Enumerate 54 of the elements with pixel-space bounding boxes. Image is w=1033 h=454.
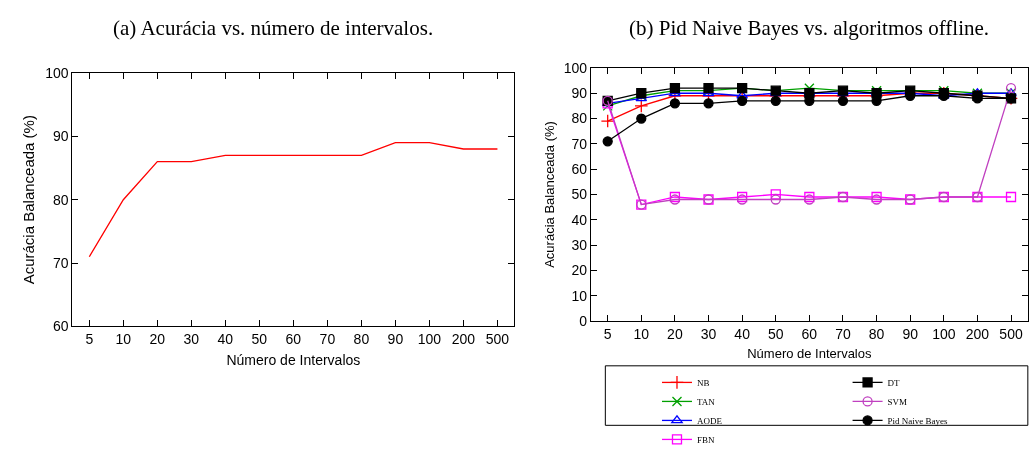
x-tick-label: 200	[965, 325, 990, 342]
x-tick-label: 5	[85, 331, 94, 348]
x-tick-label: 100	[417, 331, 442, 348]
y-tick-label: 100	[563, 59, 588, 76]
x-tick-label: 500	[485, 331, 510, 348]
chart-title: (a) Acurácia vs. número de intervalos.	[113, 16, 434, 40]
y-tick-label: 90	[52, 128, 69, 145]
y-tick-label: 20	[571, 262, 588, 279]
x-tick-label: 20	[667, 325, 683, 342]
x-tick-label: 30	[700, 325, 717, 342]
legend-label: DT	[887, 377, 901, 388]
legend-label: TAN	[696, 396, 716, 407]
x-tick-label: 100	[932, 325, 956, 342]
legend-label: NB	[696, 377, 710, 388]
x-tick-label: 10	[115, 331, 132, 348]
x-tick-label: 80	[353, 331, 370, 348]
legend-label: SVM	[887, 396, 908, 407]
x-tick-label: 60	[285, 331, 302, 348]
y-axis-title: Acurácia Balanceada (%)	[20, 115, 38, 285]
y-tick-label: 50	[571, 186, 588, 203]
x-tick-label: 40	[734, 325, 751, 342]
x-tick-label: 60	[801, 325, 818, 342]
x-tick-label: 70	[835, 325, 851, 342]
x-tick-label: 90	[902, 325, 919, 342]
x-tick-label: 500	[999, 325, 1023, 342]
y-tick-label: 40	[571, 211, 588, 228]
y-tick-label: 90	[571, 85, 588, 102]
y-axis-title: Acurácia Balanceada (%)	[541, 121, 557, 268]
x-tick-label: 10	[633, 325, 650, 342]
x-tick-label: 20	[149, 331, 166, 348]
y-tick-label: 80	[52, 191, 69, 208]
x-tick-label: 5	[603, 325, 612, 342]
x-axis-title: Número de Intervalos	[226, 351, 361, 368]
y-tick-label: 10	[571, 287, 588, 304]
x-axis-title: Número de Intervalos	[747, 346, 872, 362]
y-tick-label: 70	[52, 254, 69, 271]
x-tick-label: 50	[767, 325, 784, 342]
x-tick-label: 90	[387, 331, 404, 348]
y-tick-label: 80	[571, 110, 588, 127]
legend-label: FBN	[696, 434, 715, 445]
chart-title: (b) Pid Naive Bayes vs. algoritmos offline.	[629, 16, 990, 40]
x-tick-label: 50	[251, 331, 268, 348]
legend-label: Pid Naive Bayes	[887, 415, 949, 426]
y-tick-label: 100	[45, 64, 69, 81]
y-tick-label: 30	[571, 236, 588, 253]
legend-label: AODE	[696, 415, 723, 426]
x-tick-label: 80	[868, 325, 885, 342]
x-tick-label: 40	[217, 331, 234, 348]
x-tick-label: 200	[451, 331, 476, 348]
y-tick-label: 70	[571, 135, 588, 152]
x-tick-label: 70	[319, 331, 336, 348]
y-tick-label: 0	[579, 312, 588, 329]
x-tick-label: 30	[183, 331, 200, 348]
y-tick-label: 60	[571, 161, 588, 178]
